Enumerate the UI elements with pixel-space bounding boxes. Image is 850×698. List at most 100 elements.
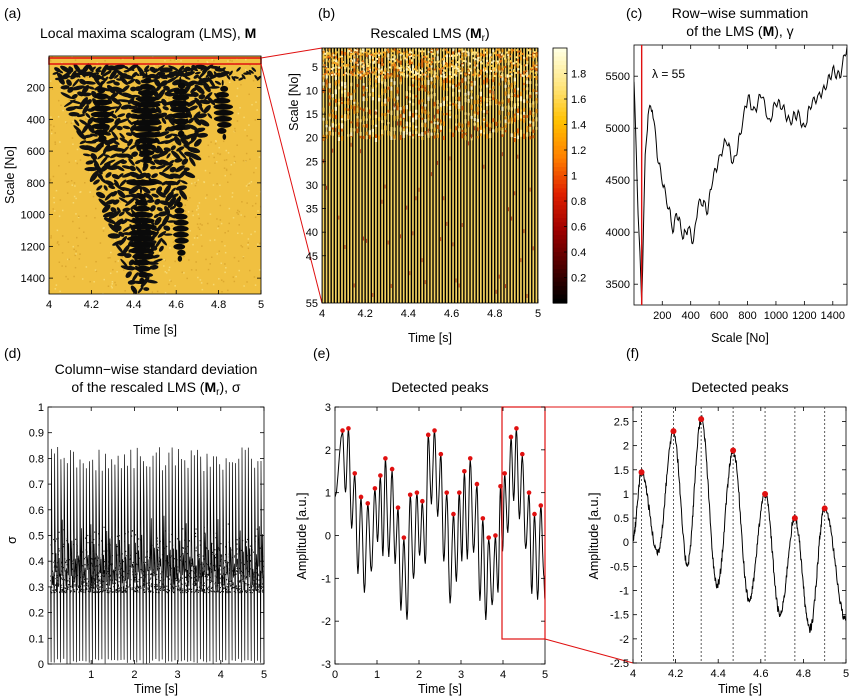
std-band-dot — [159, 580, 161, 582]
panel-d-ytick-label: 0.5 — [29, 531, 44, 543]
heatmap-noise — [535, 65, 538, 68]
std-band-dot — [53, 538, 55, 541]
std-band-dot — [193, 578, 195, 580]
std-band-dot — [136, 582, 138, 584]
std-band-dot — [211, 543, 213, 545]
lms-maxima-mark — [152, 258, 163, 263]
lms-noise-dot — [181, 149, 184, 152]
std-band-dot — [220, 558, 222, 561]
lms-noise-dot — [260, 217, 261, 220]
lms-noise-dot — [74, 266, 77, 269]
heatmap-cell — [473, 61, 476, 64]
std-band-dot — [194, 568, 196, 570]
std-band-dot — [185, 530, 187, 533]
std-band-dot — [172, 559, 174, 561]
heatmap-noise — [535, 52, 538, 55]
std-band-dot — [258, 585, 260, 587]
lms-maxima-mark — [76, 73, 81, 78]
std-band-dot — [150, 585, 152, 588]
heatmap-cell — [452, 84, 455, 89]
heatmap-noise — [333, 59, 336, 62]
std-band-dot — [108, 569, 110, 571]
lms-noise-dot — [128, 269, 131, 272]
std-band-dot — [76, 545, 78, 547]
heatmap-cell — [381, 88, 384, 94]
lms-noise-dot — [85, 237, 88, 240]
std-band-dot — [66, 587, 68, 589]
peak-marker — [532, 511, 537, 517]
heatmap-noise — [427, 58, 430, 61]
std-band-dot — [185, 576, 187, 578]
std-band-dot — [95, 554, 97, 556]
std-band-dot — [242, 591, 244, 593]
std-band-dot — [212, 592, 214, 594]
heatmap-noise — [460, 58, 463, 61]
lms-noise-dot — [249, 158, 251, 160]
std-band-dot — [106, 590, 108, 592]
heatmap-noise — [476, 53, 479, 56]
heatmap-cell — [433, 79, 436, 84]
std-band-dot — [211, 580, 213, 583]
heatmap-cell — [442, 82, 445, 87]
lms-maxima-mark — [251, 67, 257, 72]
heatmap-noise — [421, 53, 424, 56]
std-band-dot — [93, 583, 95, 585]
panel-b-ytick-label: 25 — [306, 156, 318, 168]
std-band-dot — [73, 577, 75, 579]
heatmap-noise — [368, 67, 371, 70]
heatmap-column — [378, 48, 380, 303]
std-band-dot — [150, 584, 152, 586]
heatmap-noise — [509, 74, 512, 77]
std-band-dot — [98, 571, 100, 573]
lms-maxima-mark — [143, 287, 150, 291]
lms-noise-dot — [67, 180, 70, 183]
lms-noise-dot — [252, 79, 255, 82]
heatmap-noise — [484, 51, 487, 54]
std-band-dot — [209, 583, 211, 585]
std-band-dot — [108, 561, 110, 563]
lms-noise-dot — [215, 198, 217, 200]
heatmap-noise — [464, 53, 467, 56]
std-band-dot — [63, 543, 65, 545]
std-band-dot — [184, 591, 186, 594]
std-band-dot — [156, 573, 158, 576]
lms-maxima-mark — [82, 134, 94, 139]
std-band-dot — [203, 558, 205, 560]
std-band-dot — [62, 546, 64, 548]
heatmap-cell — [436, 118, 439, 121]
std-band-dot — [219, 560, 221, 562]
lms-noise-dot — [71, 137, 74, 139]
lms-noise-dot — [238, 210, 241, 213]
heatmap-cell — [322, 134, 325, 140]
heatmap-cell — [331, 113, 334, 119]
colorbar-segment — [553, 235, 567, 240]
std-band-dot — [145, 574, 147, 576]
std-band-dot — [123, 576, 125, 578]
lms-noise-dot — [51, 129, 53, 131]
heatmap-cell — [464, 128, 467, 132]
heatmap-cell — [479, 52, 482, 57]
lms-maxima-mark — [169, 166, 177, 173]
heatmap-column — [396, 48, 399, 303]
std-band-dot — [61, 574, 63, 576]
std-band-dot — [157, 546, 159, 549]
heatmap-cell — [507, 119, 510, 123]
panel-d: (d) Column−wise standard deviation of th… — [4, 345, 267, 696]
heatmap-noise — [474, 51, 477, 54]
std-band-dot — [257, 573, 259, 575]
lms-noise-dot — [249, 64, 251, 66]
std-band-dot — [79, 556, 81, 558]
heatmap-noise — [430, 61, 433, 64]
heatmap-noise — [350, 54, 353, 57]
heatmap-cell — [433, 135, 436, 139]
std-band-dot — [122, 591, 124, 593]
std-band-dot — [53, 578, 55, 580]
heatmap-cell — [356, 102, 359, 105]
lms-maxima-mark — [168, 65, 179, 71]
std-band-dot — [235, 550, 237, 552]
std-band-dot — [244, 577, 246, 579]
lms-noise-dot — [217, 227, 219, 230]
std-band-dot — [177, 588, 179, 591]
std-band-dot — [103, 566, 105, 568]
lms-maxima-mark — [85, 160, 94, 165]
